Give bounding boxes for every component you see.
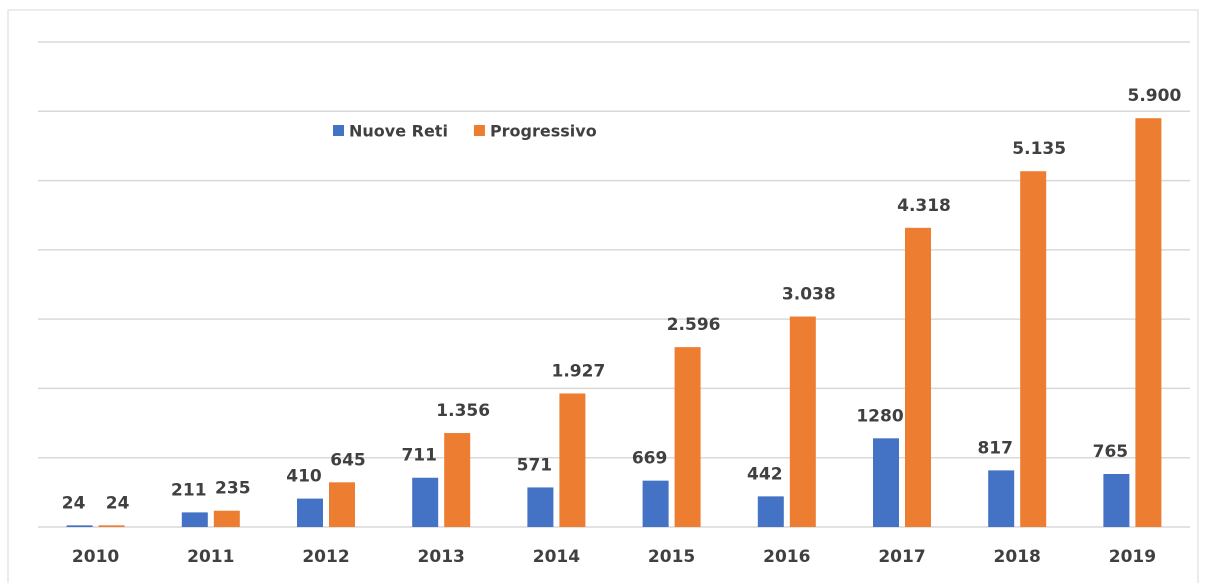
bar	[181, 512, 208, 527]
bar	[412, 477, 439, 527]
chart-frame	[7, 9, 1199, 583]
x-tick-label: 2012	[302, 547, 349, 567]
bar	[642, 480, 669, 527]
x-tick-label: 2011	[187, 547, 234, 567]
bar	[444, 433, 471, 527]
bar	[674, 347, 701, 527]
data-label: 4.318	[897, 196, 951, 216]
legend-label: Progressivo	[490, 122, 597, 141]
data-label: 5.135	[1012, 139, 1066, 159]
data-label: 24	[106, 493, 130, 513]
data-label: 3.038	[782, 285, 836, 305]
bar	[213, 510, 240, 527]
x-tick-label: 2018	[994, 547, 1041, 567]
bar	[873, 438, 899, 527]
x-tick-label: 2019	[1109, 547, 1156, 567]
data-label: 410	[286, 467, 322, 487]
bar	[559, 393, 586, 527]
x-tick-label: 2015	[648, 547, 695, 567]
bar	[789, 316, 816, 527]
bar	[1135, 118, 1162, 527]
data-label: 571	[517, 455, 553, 475]
x-tick-label: 2017	[878, 547, 925, 567]
data-label: 5.900	[1128, 86, 1182, 106]
x-tick-label: 2013	[418, 547, 465, 567]
data-label: 1.356	[436, 401, 490, 421]
x-tick-label: 2016	[763, 547, 810, 567]
data-label: 235	[215, 479, 251, 499]
x-tick-label: 2014	[533, 547, 580, 567]
data-label: 1280	[856, 406, 903, 426]
data-label: 1.927	[552, 361, 606, 381]
legend-swatch	[333, 125, 344, 136]
bar	[988, 470, 1015, 527]
data-label: 669	[632, 449, 668, 469]
legend-swatch	[473, 125, 485, 136]
data-label: 24	[62, 493, 86, 513]
bar	[905, 227, 931, 527]
bar	[329, 482, 355, 527]
data-label: 711	[401, 446, 437, 466]
bar	[527, 487, 554, 527]
bar	[66, 525, 93, 527]
bar	[98, 525, 125, 527]
bar	[1103, 473, 1130, 527]
data-label: 645	[330, 450, 366, 470]
data-label: 817	[977, 438, 1013, 458]
bar	[1020, 171, 1047, 528]
data-label: 211	[171, 480, 207, 500]
data-label: 765	[1093, 442, 1129, 462]
data-label: 2.596	[667, 315, 721, 335]
x-tick-label: 2010	[72, 547, 119, 567]
bar	[757, 496, 784, 527]
bar	[297, 498, 323, 527]
data-label: 442	[747, 464, 783, 484]
legend-label: Nuove Reti	[349, 122, 448, 141]
